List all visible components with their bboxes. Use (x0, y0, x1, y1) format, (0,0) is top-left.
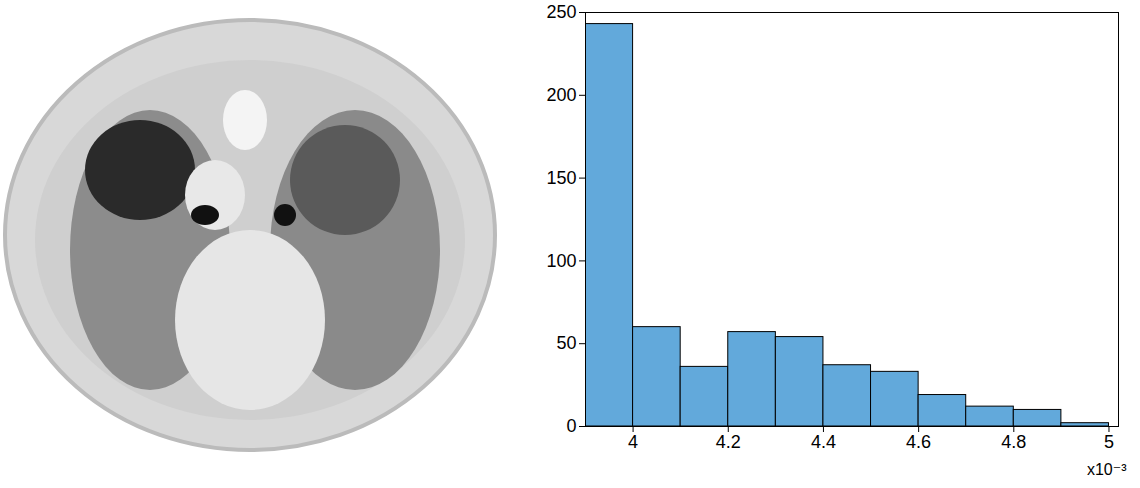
svg-text:4.2: 4.2 (716, 432, 741, 452)
svg-text:5: 5 (1104, 432, 1114, 452)
svg-text:x10⁻³: x10⁻³ (1087, 461, 1127, 478)
svg-text:50: 50 (556, 333, 576, 353)
svg-text:4.8: 4.8 (1001, 432, 1026, 452)
svg-text:4: 4 (628, 432, 638, 452)
svg-text:0: 0 (566, 416, 576, 436)
svg-text:4.6: 4.6 (906, 432, 931, 452)
svg-text:200: 200 (546, 85, 576, 105)
svg-text:4.4: 4.4 (811, 432, 836, 452)
svg-text:100: 100 (546, 251, 576, 271)
svg-text:250: 250 (546, 2, 576, 22)
svg-text:150: 150 (546, 168, 576, 188)
